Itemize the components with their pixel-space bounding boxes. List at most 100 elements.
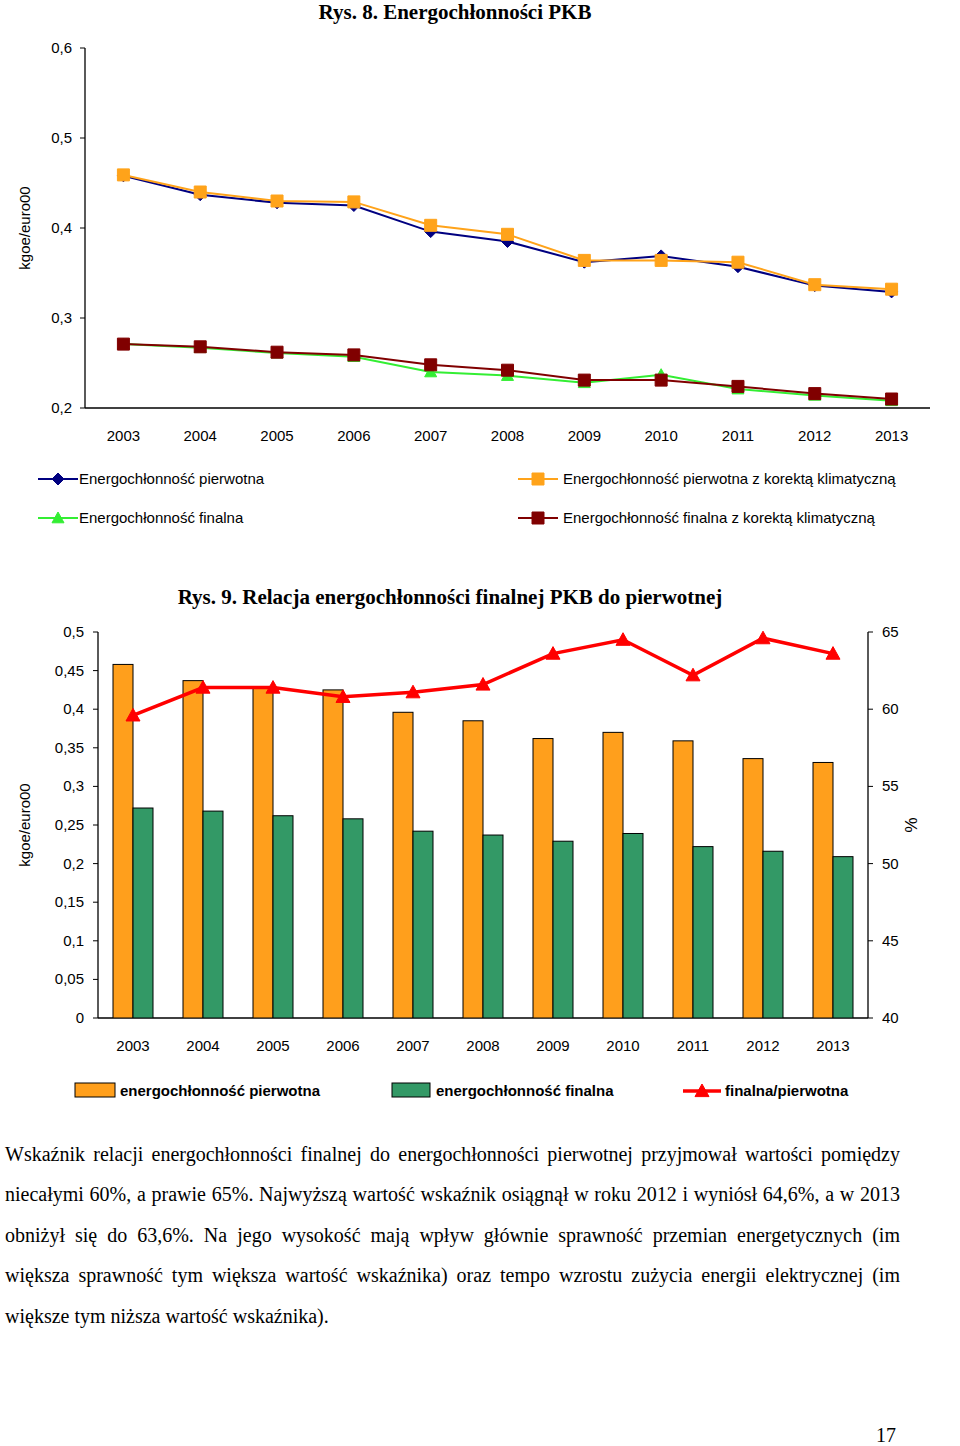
x-tick-label: 2011 <box>722 427 754 444</box>
series-marker <box>271 347 283 358</box>
legend-label: Energochłonność pierwotna z korektą klim… <box>563 470 896 487</box>
series-marker <box>826 647 840 660</box>
x-tick-label: 2013 <box>875 427 908 444</box>
y-tick <box>80 48 85 49</box>
series-marker <box>502 364 514 376</box>
legend-marker <box>532 512 544 524</box>
y-tick-label: 0,1 <box>63 932 84 949</box>
bar <box>183 681 203 1018</box>
series-marker <box>271 346 283 358</box>
page-number: 17 <box>876 1424 896 1446</box>
bar <box>393 712 413 1018</box>
y-tick-label: 0,3 <box>63 777 84 794</box>
series-marker <box>194 342 206 353</box>
y2-tick <box>868 786 873 787</box>
x-tick-label: 2006 <box>337 427 370 444</box>
y2-tick <box>868 632 873 633</box>
bar <box>133 808 153 1018</box>
bar <box>833 857 853 1018</box>
series-marker <box>425 359 437 371</box>
series-marker <box>348 196 360 208</box>
y-tick <box>93 902 98 903</box>
y-axis-label: kgoe/euro00 <box>16 783 33 866</box>
y-tick-label: 0,5 <box>63 623 84 640</box>
y-tick-label: 0,25 <box>55 816 84 833</box>
x-tick-label: 2010 <box>606 1037 639 1054</box>
bar <box>463 721 483 1018</box>
y-tick-label: 0 <box>76 1009 84 1026</box>
legend: Energochłonność pierwotna Energochłonność… <box>38 470 896 526</box>
y-tick <box>93 979 98 980</box>
y-tick <box>93 670 98 671</box>
series-marker <box>809 388 821 400</box>
series-marker <box>348 349 360 361</box>
series-marker <box>756 631 770 644</box>
y2-tick <box>868 1018 873 1019</box>
series-marker <box>809 280 821 292</box>
series-marker <box>616 633 630 646</box>
page-body: {"chart_data": [ {"type": "line", "title… <box>0 0 960 1446</box>
y-tick-label: 0,35 <box>55 739 84 756</box>
plot-area <box>117 169 897 406</box>
series-line <box>133 638 833 715</box>
x-tick-label: 2008 <box>466 1037 499 1054</box>
y2-tick-label: 40 <box>882 1009 899 1026</box>
legend-label: Energochłonność pierwotna <box>79 470 265 487</box>
y2-axis-label: % <box>901 817 920 832</box>
legend-label: Energochłonność finalna <box>79 509 244 526</box>
series-marker <box>732 256 744 268</box>
plot-area <box>113 631 853 1018</box>
x-tick-label: 2012 <box>798 427 831 444</box>
bar <box>693 847 713 1018</box>
series-marker <box>809 279 821 291</box>
y-tick-label: 0,4 <box>51 219 72 236</box>
x-tick-label: 2007 <box>396 1037 429 1054</box>
legend-label: energochłonność pierwotna <box>120 1082 321 1099</box>
y-tick-label: 0,2 <box>63 855 84 872</box>
series-marker <box>266 681 280 694</box>
y-tick <box>93 940 98 941</box>
x-axis-line <box>85 407 930 408</box>
x-tick-label: 2009 <box>568 427 601 444</box>
series-marker <box>117 169 129 181</box>
x-tick-label: 2005 <box>256 1037 289 1054</box>
x-tick-label: 2007 <box>414 427 447 444</box>
y-tick-label: 0,45 <box>55 662 84 679</box>
series-marker <box>336 690 350 703</box>
y-tick <box>93 709 98 710</box>
series-marker <box>655 254 667 266</box>
bar <box>483 835 503 1018</box>
x-tick-label: 2003 <box>116 1037 149 1054</box>
bar <box>343 819 363 1018</box>
bar <box>273 816 293 1018</box>
y-tick-label: 0,5 <box>51 129 72 146</box>
x-tick-label: 2003 <box>107 427 140 444</box>
x-tick-label: 2012 <box>746 1037 779 1054</box>
series-marker <box>476 677 490 690</box>
y-axis-label: kgoe/euro00 <box>16 186 33 269</box>
series-marker <box>194 341 206 353</box>
series-line <box>123 344 891 401</box>
y-tick <box>93 825 98 826</box>
bar <box>553 841 573 1018</box>
paragraph: Wskaźnik relacji energochłonności finaln… <box>5 1134 900 1336</box>
x-tick-label: 2013 <box>816 1037 849 1054</box>
legend-label: Energochłonność finalna z korektą klimat… <box>563 509 875 526</box>
x-tick-label: 2005 <box>260 427 293 444</box>
y-tick <box>93 1018 98 1019</box>
series-marker <box>406 685 420 698</box>
bar <box>623 833 643 1018</box>
bar <box>763 851 783 1018</box>
y-tick <box>93 747 98 748</box>
y2-axis-line <box>867 632 868 1018</box>
series-marker <box>117 170 129 182</box>
y-tick-label: 0,15 <box>55 893 84 910</box>
y2-tick <box>868 863 873 864</box>
x-tick-label: 2008 <box>491 427 524 444</box>
chart: Rys. 8. Energochłonności PKB0,20,30,40,5… <box>16 0 930 526</box>
legend-marker <box>52 473 64 485</box>
chart-title: Rys. 8. Energochłonności PKB <box>319 0 592 24</box>
y-tick-label: 0,2 <box>51 399 72 416</box>
series-marker <box>578 374 590 386</box>
series-marker <box>502 228 514 240</box>
